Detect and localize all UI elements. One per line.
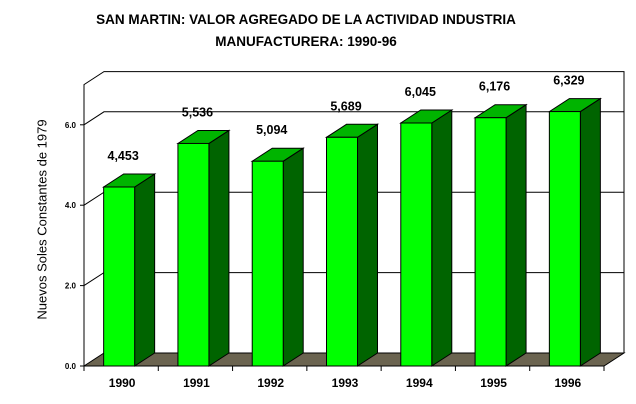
data-label: 6,176 [479, 80, 510, 94]
bar-side [208, 129, 230, 367]
bar-front [251, 160, 284, 367]
y-tick-label: 0.0 [65, 362, 77, 371]
x-tick-label: 1991 [183, 376, 210, 390]
data-label: 5,689 [330, 99, 361, 113]
x-tick-label: 1996 [555, 376, 582, 390]
bar-side [357, 123, 378, 367]
bar-side [505, 103, 527, 367]
x-tick-label: 1992 [257, 376, 284, 390]
bar-side [134, 173, 156, 367]
y-tick-labels: 0.0 2.0 4.0 6.0 [65, 121, 84, 371]
x-tick-labels: 1990 1991 1992 1993 1994 1995 1996 [83, 366, 605, 390]
bar-side [431, 109, 453, 367]
chart-title: SAN MARTIN: VALOR AGREGADO DE LA ACTIVID… [96, 12, 516, 27]
bar [250, 147, 305, 367]
bar-front [400, 122, 433, 367]
bar-front [474, 117, 507, 367]
bar-side [282, 147, 304, 367]
data-label: 5,536 [182, 105, 213, 119]
y-tick-label: 6.0 [65, 121, 77, 130]
bar-side [579, 97, 601, 367]
data-label: 5,094 [256, 123, 287, 137]
data-label: 6,329 [553, 74, 584, 88]
x-tick-label: 1994 [406, 376, 433, 390]
bar-front [103, 186, 136, 367]
x-tick-label: 1995 [480, 376, 507, 390]
bar [473, 103, 528, 367]
bar [399, 109, 454, 367]
data-label: 4,453 [108, 149, 139, 163]
bar [101, 173, 157, 367]
y-tick-label: 2.0 [65, 282, 77, 291]
bar-front [177, 142, 210, 367]
y-tick-label: 4.0 [65, 201, 77, 210]
data-label: 6,045 [405, 85, 436, 99]
bar-front [548, 111, 581, 367]
bar [324, 123, 380, 367]
bars-layer: 4,453 5,536 5,094 5,689 6,045 6,176 6,329 [101, 74, 603, 367]
bar [176, 129, 231, 367]
bar [547, 97, 603, 367]
chart-subtitle: MANUFACTURERA: 1990-96 [215, 34, 397, 49]
gridline [83, 111, 624, 126]
x-tick-label: 1990 [109, 376, 136, 390]
bar-front [326, 136, 358, 367]
x-tick-label: 1993 [332, 376, 359, 390]
